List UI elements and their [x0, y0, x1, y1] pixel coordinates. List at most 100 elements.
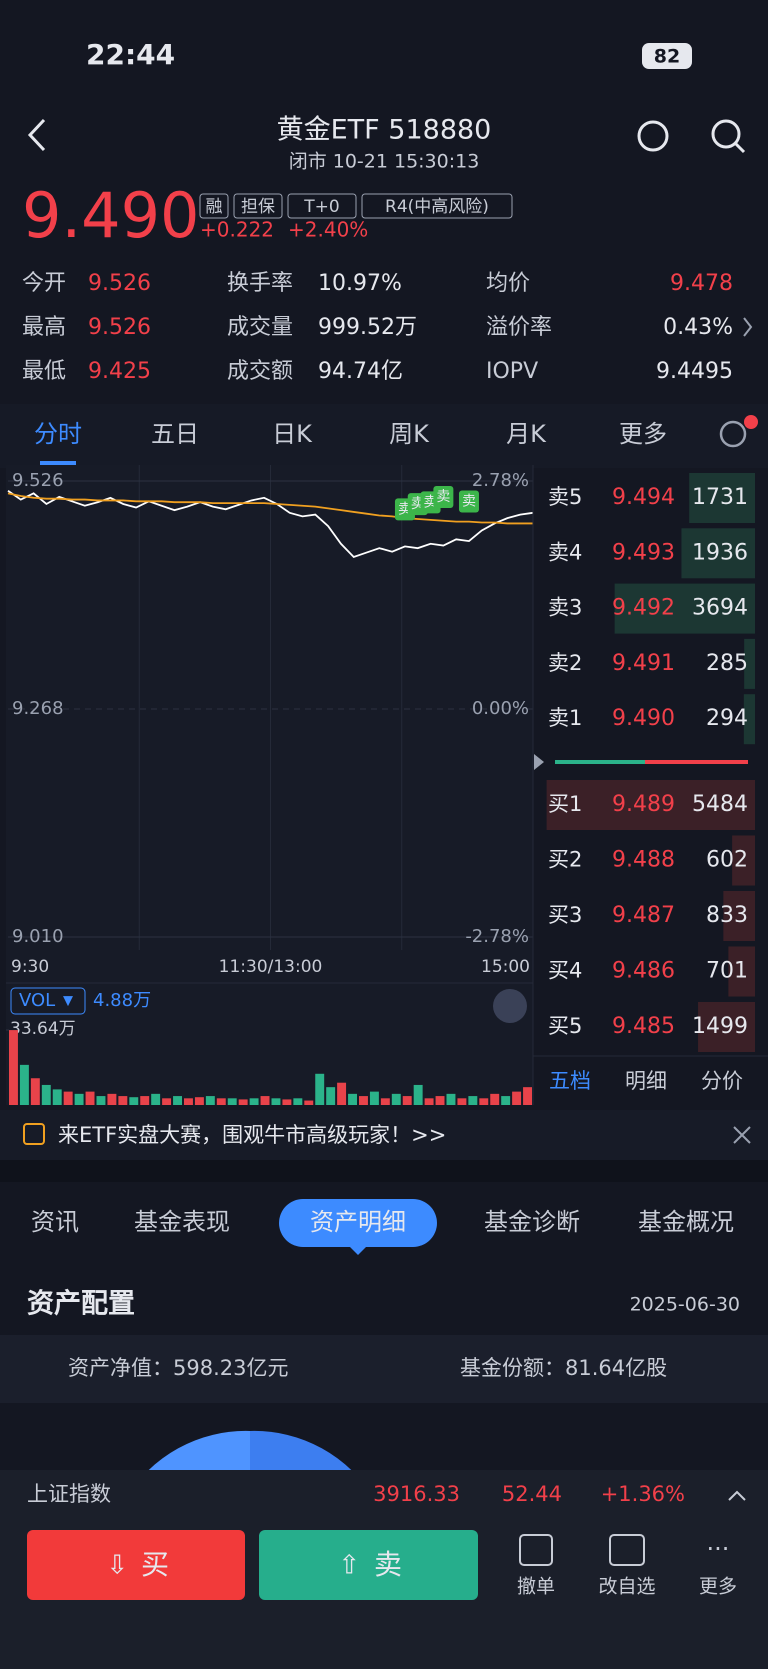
- tags: 融担保 T+0 R4(中高风险): [199, 193, 513, 219]
- tag: T+0: [303, 197, 339, 217]
- pill-tip: [350, 1247, 366, 1255]
- volume-bar: [348, 1093, 357, 1105]
- book-price: 9.485: [612, 1014, 675, 1039]
- search-button[interactable]: [711, 119, 741, 149]
- book-price: 9.490: [612, 706, 675, 731]
- depth-bar: [728, 946, 755, 997]
- volume-bar: [359, 1096, 368, 1105]
- spacer: [0, 1160, 768, 1182]
- volume-bar: [501, 1096, 511, 1105]
- volume-bar: [468, 1096, 478, 1105]
- book-volume: 701: [706, 959, 748, 984]
- book-tab[interactable]: 五档: [549, 1069, 591, 1093]
- back-button[interactable]: [27, 118, 46, 152]
- stat-value: 9.4495: [656, 359, 733, 384]
- book-volume: 285: [706, 651, 748, 676]
- book-volume: 5484: [692, 792, 748, 817]
- volume-bar: [402, 1096, 412, 1105]
- volume-bar: [413, 1084, 423, 1105]
- section-tab[interactable]: 资讯: [31, 1208, 79, 1236]
- volume-bar: [238, 1099, 248, 1105]
- tab[interactable]: 更多: [619, 420, 667, 448]
- volume-bar: [315, 1073, 325, 1105]
- book-tab[interactable]: 分价: [701, 1069, 743, 1093]
- volume-bar: [293, 1098, 303, 1105]
- section-tab[interactable]: 资产明细: [310, 1208, 406, 1236]
- tab-indicator: [40, 461, 76, 465]
- tag: 融: [206, 197, 223, 217]
- gift-icon: [23, 1123, 45, 1145]
- stat-label: 成交额: [227, 359, 293, 384]
- search-handle: [734, 142, 746, 154]
- volume-bar: [446, 1093, 456, 1105]
- toggle[interactable]: [493, 989, 527, 1023]
- volume-bar: [326, 1087, 336, 1105]
- depth-bar: [681, 528, 755, 579]
- stat-value: 9.425: [88, 359, 151, 384]
- tab[interactable]: 月K: [506, 420, 547, 448]
- stat-value: 10.97%: [318, 271, 402, 296]
- chevron: [743, 317, 753, 337]
- stat-value: 999.52万: [318, 315, 417, 340]
- settings[interactable]: [719, 420, 747, 448]
- tab[interactable]: 五日: [151, 420, 199, 448]
- refresh-button[interactable]: [637, 120, 669, 152]
- book-tab[interactable]: 明细: [625, 1069, 667, 1093]
- banner[interactable]: [0, 1110, 768, 1160]
- x-tick-label: 9:30: [11, 957, 49, 977]
- tab[interactable]: 分时: [34, 420, 82, 448]
- section-tab[interactable]: 基金概况: [638, 1208, 734, 1236]
- buy-button[interactable]: [27, 1530, 245, 1600]
- action[interactable]: 撤单: [517, 1576, 555, 1598]
- book-price: 9.487: [612, 903, 675, 928]
- cancel-icon: [519, 1534, 553, 1566]
- stats: 今开 9.526 换手率 10.97% 均价 9.478 最高 9.526 成交量 999.52万…: [22, 271, 733, 384]
- volume-bar: [85, 1091, 95, 1105]
- tag-box: [233, 193, 283, 219]
- sell-marker-label: 卖: [462, 493, 476, 509]
- tab-bar: [0, 404, 768, 468]
- close[interactable]: [733, 1126, 751, 1144]
- volume-bar: [63, 1091, 73, 1105]
- volume-bar: [249, 1098, 259, 1105]
- book-label: 买3: [548, 903, 582, 927]
- expand[interactable]: [728, 1490, 746, 1501]
- tab[interactable]: 周K: [389, 420, 430, 448]
- book-volume: 833: [706, 903, 748, 928]
- vol-title: VOL: [19, 990, 55, 1011]
- sell-button[interactable]: [259, 1530, 478, 1600]
- volume-bar: [162, 1098, 172, 1105]
- stat-value: 0.43%: [663, 315, 733, 340]
- depth-bar: [743, 694, 755, 745]
- book-label: 卖4: [548, 540, 582, 564]
- volume-bar: [260, 1096, 270, 1105]
- net-asset: 资产净值：598.23亿元: [68, 1356, 288, 1380]
- book-label: 买1: [548, 792, 582, 816]
- volume-bar: [391, 1093, 401, 1105]
- volume-bar: [435, 1096, 445, 1105]
- section-tab[interactable]: 基金表现: [134, 1208, 230, 1236]
- stat-value: 9.526: [88, 271, 151, 296]
- section-tab[interactable]: 基金诊断: [484, 1208, 580, 1236]
- order-book: 卖5 9.494 1731 卖4 9.493 1936 卖3 9.492 3694 卖2 9.491…: [532, 465, 768, 1105]
- book-price: 9.492: [612, 596, 675, 621]
- vol-box[interactable]: [10, 987, 86, 1015]
- depth-bar: [732, 835, 755, 886]
- tag: R4(中高风险): [385, 197, 489, 217]
- action[interactable]: 更多: [699, 1576, 737, 1598]
- stat-value: 94.74亿: [318, 359, 403, 384]
- volume-bar: [30, 1078, 40, 1105]
- tab[interactable]: 日K: [272, 420, 313, 448]
- sell-marker: [433, 486, 454, 509]
- y-tick-label: 9.268: [12, 698, 64, 719]
- book-label: 卖1: [548, 706, 582, 730]
- banner-text: 来ETF实盘大赛，围观牛市高级玩家！>>: [58, 1123, 446, 1147]
- shares: 基金份额：81.64亿股: [460, 1356, 667, 1380]
- book-volume: 1499: [692, 1014, 748, 1039]
- buy-icon: ⇩: [106, 1551, 128, 1581]
- action[interactable]: 改自选: [598, 1576, 655, 1598]
- y2-tick-label: -2.78%: [465, 926, 529, 947]
- subtitle: 闭市 10-21 15:30:13: [289, 151, 480, 173]
- sell-marker-label: 卖: [436, 489, 450, 505]
